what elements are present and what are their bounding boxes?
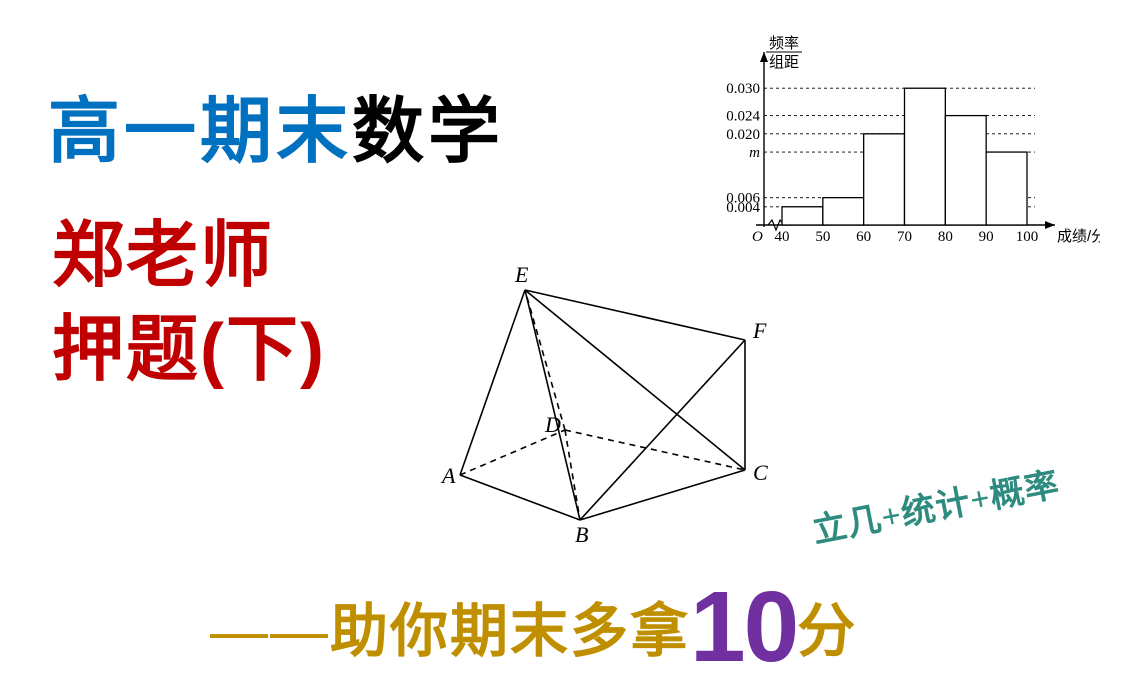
tagline-ten: 10 (690, 571, 797, 683)
svg-text:A: A (440, 463, 456, 488)
svg-text:0.006: 0.006 (726, 191, 760, 207)
svg-text:0.024: 0.024 (726, 109, 760, 125)
svg-text:m: m (749, 145, 760, 161)
svg-text:F: F (752, 318, 767, 343)
teacher-line1: 郑老师 (52, 210, 326, 304)
svg-text:C: C (753, 460, 768, 485)
svg-text:80: 80 (938, 229, 953, 245)
svg-text:60: 60 (856, 229, 871, 245)
histogram: 0.0040.006m0.0200.0240.03040506070809010… (710, 30, 1100, 260)
teacher-line2: 押题(下) (52, 304, 326, 398)
tagline-text1: 助你期末多拿 (330, 599, 690, 664)
title-part2: 数学 (352, 92, 504, 172)
svg-text:D: D (544, 412, 561, 437)
svg-text:成绩/分数: 成绩/分数 (1057, 228, 1100, 245)
svg-text:70: 70 (897, 229, 912, 245)
svg-text:O: O (752, 229, 763, 245)
svg-text:50: 50 (815, 229, 830, 245)
title-part1: 高一期末 (48, 92, 352, 172)
prism-diagram: A B C F E D (430, 255, 790, 545)
svg-text:100: 100 (1016, 229, 1039, 245)
tagline-dash: —— (210, 599, 330, 664)
topics-tag: 立几+统计+概率 (808, 457, 1063, 553)
svg-text:90: 90 (979, 229, 994, 245)
teacher-block: 郑老师 押题(下) (52, 210, 326, 397)
svg-text:0.030: 0.030 (726, 81, 760, 97)
svg-text:频率: 频率 (769, 35, 799, 52)
tagline-text2: 分 (797, 599, 857, 664)
svg-text:组距: 组距 (769, 54, 799, 71)
main-title: 高一期末数学 (48, 72, 504, 177)
svg-text:E: E (514, 262, 529, 287)
svg-text:40: 40 (775, 229, 790, 245)
svg-text:0.020: 0.020 (726, 127, 760, 143)
svg-text:B: B (575, 522, 588, 545)
tagline: ——助你期末多拿10分 (210, 570, 857, 685)
